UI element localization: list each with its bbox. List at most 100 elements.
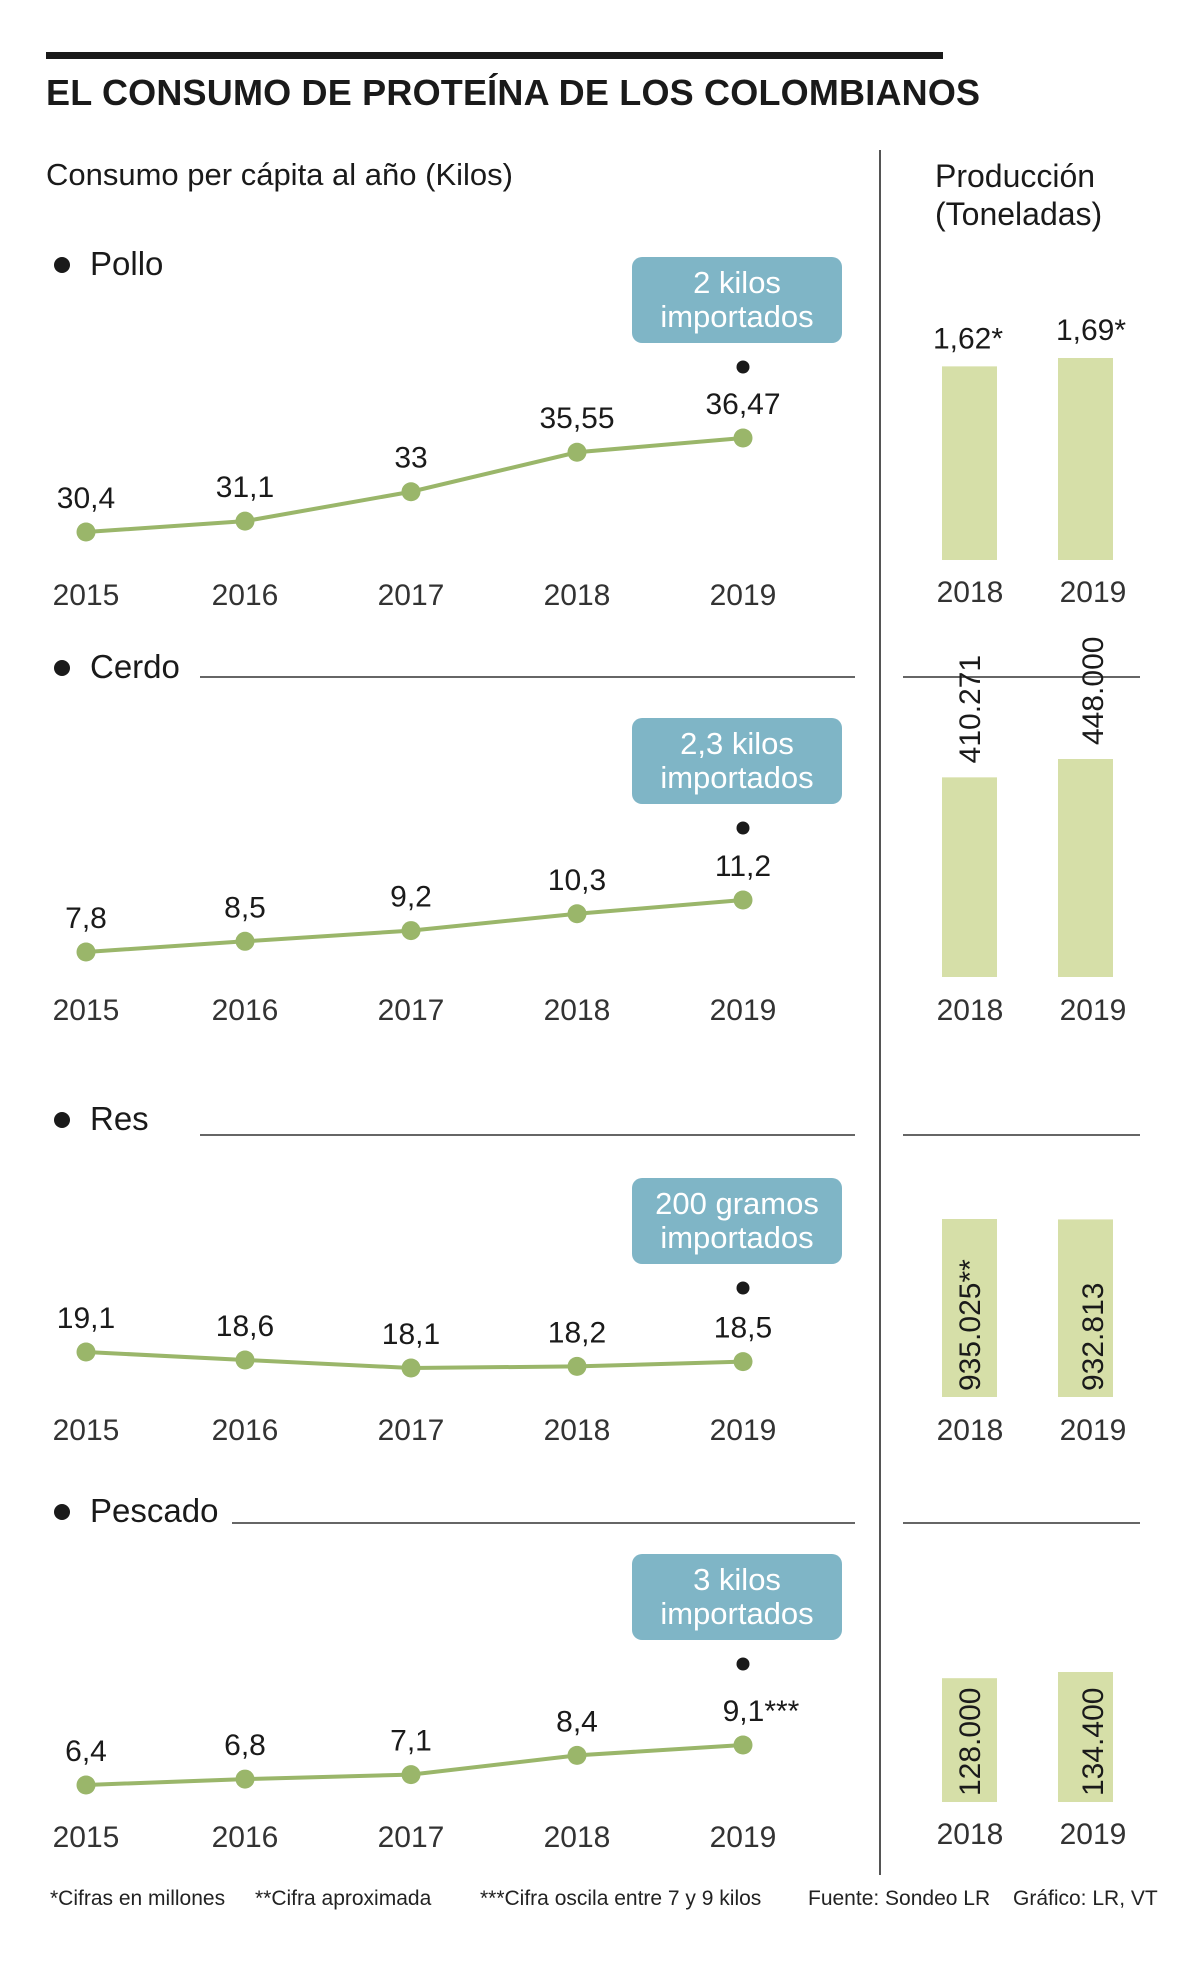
- res-value-label-2016: 18,6: [216, 1310, 274, 1343]
- pescado-year-label-2017: 2017: [378, 1821, 445, 1854]
- cerdo-point-2016: [235, 931, 255, 951]
- cerdo-year-label-2019: 2019: [710, 994, 777, 1027]
- cerdo-callout-line1: 2,3 kilos: [680, 726, 794, 761]
- pollo-year-label-2018: 2018: [544, 579, 611, 612]
- pollo-production-value-2018: 1,62*: [933, 322, 1003, 355]
- pescado-section-title: Pescado: [90, 1492, 218, 1529]
- pescado-value-label-2015: 6,4: [65, 1735, 107, 1768]
- pollo-point-2018: [567, 442, 587, 462]
- cerdo-production-year-2019: 2019: [1060, 994, 1127, 1027]
- res-callout-line2: importados: [660, 1220, 813, 1255]
- pollo-year-label-2017: 2017: [378, 579, 445, 612]
- pescado-production-year-2018: 2018: [937, 1818, 1004, 1851]
- res-production-year-2018: 2018: [937, 1414, 1004, 1447]
- cerdo-value-label-2016: 8,5: [224, 891, 266, 924]
- res-callout-line1: 200 gramos: [655, 1186, 819, 1221]
- res-callout-box: [632, 1178, 842, 1264]
- pollo-callout-box: [632, 257, 842, 343]
- res-year-label-2019: 2019: [710, 1414, 777, 1447]
- cerdo-value-label-2018: 10,3: [548, 864, 606, 897]
- pescado-point-2016: [235, 1769, 255, 1789]
- pollo-point-2017: [401, 482, 421, 502]
- pescado-production-value-2018: 128.000: [954, 1688, 987, 1796]
- res-value-label-2015: 19,1: [57, 1302, 115, 1335]
- title-rule: [46, 52, 943, 59]
- cerdo-callout-pointer: [736, 821, 750, 835]
- res-point-2019: [733, 1352, 753, 1372]
- pescado-value-label-2019: 9,1***: [723, 1695, 800, 1728]
- pescado-point-2018: [567, 1745, 587, 1765]
- pescado-point-2019: [733, 1735, 753, 1755]
- pollo-production-year-2019: 2019: [1060, 576, 1127, 609]
- pollo-production-value-2019: 1,69*: [1056, 314, 1126, 347]
- footnote-approximate: **Cifra aproximada: [255, 1887, 432, 1910]
- cerdo-production-year-2018: 2018: [937, 994, 1004, 1027]
- pollo-value-label-2017: 33: [394, 442, 427, 475]
- pescado-year-label-2015: 2015: [53, 1821, 120, 1854]
- pescado-callout-line2: importados: [660, 1596, 813, 1631]
- res-year-label-2016: 2016: [212, 1414, 279, 1447]
- pescado-production-bar-2018: [942, 1678, 997, 1802]
- pescado-year-label-2019: 2019: [710, 1821, 777, 1854]
- production-title-line1: Producción: [935, 158, 1096, 194]
- pescado-bullet: [54, 1504, 70, 1520]
- cerdo-year-label-2016: 2016: [212, 994, 279, 1027]
- res-point-2016: [235, 1350, 255, 1370]
- footnote-range: ***Cifra oscila entre 7 y 9 kilos: [480, 1887, 762, 1910]
- cerdo-production-bar-2018: [942, 777, 997, 977]
- res-year-label-2018: 2018: [544, 1414, 611, 1447]
- cerdo-year-label-2017: 2017: [378, 994, 445, 1027]
- cerdo-point-2017: [401, 921, 421, 941]
- pollo-point-2019: [733, 428, 753, 448]
- res-point-2017: [401, 1358, 421, 1378]
- cerdo-value-label-2015: 7,8: [65, 902, 107, 935]
- res-bullet: [54, 1112, 70, 1128]
- pollo-callout-pointer: [736, 360, 750, 374]
- pollo-year-label-2015: 2015: [53, 579, 120, 612]
- cerdo-point-2015: [76, 942, 96, 962]
- res-value-label-2018: 18,2: [548, 1316, 606, 1349]
- cerdo-production-bar-2019: [1058, 759, 1113, 977]
- cerdo-bullet: [54, 660, 70, 676]
- pollo-year-label-2019: 2019: [710, 579, 777, 612]
- cerdo-production-value-2018: 410.271: [954, 655, 987, 763]
- pollo-section-title: Pollo: [90, 245, 163, 282]
- pescado-callout-line1: 3 kilos: [693, 1562, 781, 1597]
- res-year-label-2017: 2017: [378, 1414, 445, 1447]
- res-production-bar-2019: [1058, 1219, 1113, 1397]
- pollo-value-label-2019: 36,47: [705, 388, 780, 421]
- cerdo-year-label-2018: 2018: [544, 994, 611, 1027]
- pollo-point-2016: [235, 511, 255, 531]
- page-title: EL CONSUMO DE PROTEÍNA DE LOS COLOMBIANO…: [46, 72, 981, 113]
- pollo-production-bar-2019: [1058, 358, 1113, 560]
- pollo-point-2015: [76, 522, 96, 542]
- pescado-year-label-2018: 2018: [544, 1821, 611, 1854]
- production-title-line2: (Toneladas): [935, 196, 1103, 232]
- pescado-point-2017: [401, 1765, 421, 1785]
- cerdo-callout-line2: importados: [660, 760, 813, 795]
- cerdo-point-2018: [567, 904, 587, 924]
- footnote-figures-millions: *Cifras en millones: [50, 1887, 226, 1910]
- graphic-credit: Gráfico: LR, VT: [1013, 1887, 1158, 1910]
- res-production-value-2018: 935.025**: [954, 1259, 987, 1391]
- pescado-production-year-2019: 2019: [1060, 1818, 1127, 1851]
- pollo-value-label-2016: 31,1: [216, 471, 274, 504]
- pollo-production-bar-2018: [942, 366, 997, 560]
- res-section-title: Res: [90, 1100, 149, 1137]
- production-title: Producción (Toneladas): [935, 157, 1102, 233]
- cerdo-year-label-2015: 2015: [53, 994, 120, 1027]
- res-value-label-2017: 18,1: [382, 1318, 440, 1351]
- res-value-label-2019: 18,5: [714, 1312, 772, 1345]
- pollo-callout-line1: 2 kilos: [693, 265, 781, 300]
- pescado-production-bar-2019: [1058, 1672, 1113, 1802]
- res-production-year-2019: 2019: [1060, 1414, 1127, 1447]
- pollo-value-label-2018: 35,55: [539, 402, 614, 435]
- pollo-production-year-2018: 2018: [937, 576, 1004, 609]
- pollo-value-label-2015: 30,4: [57, 482, 115, 515]
- pescado-point-2015: [76, 1775, 96, 1795]
- pollo-callout-line2: importados: [660, 299, 813, 334]
- pescado-value-label-2017: 7,1: [390, 1725, 432, 1758]
- cerdo-point-2019: [733, 890, 753, 910]
- res-point-2015: [76, 1342, 96, 1362]
